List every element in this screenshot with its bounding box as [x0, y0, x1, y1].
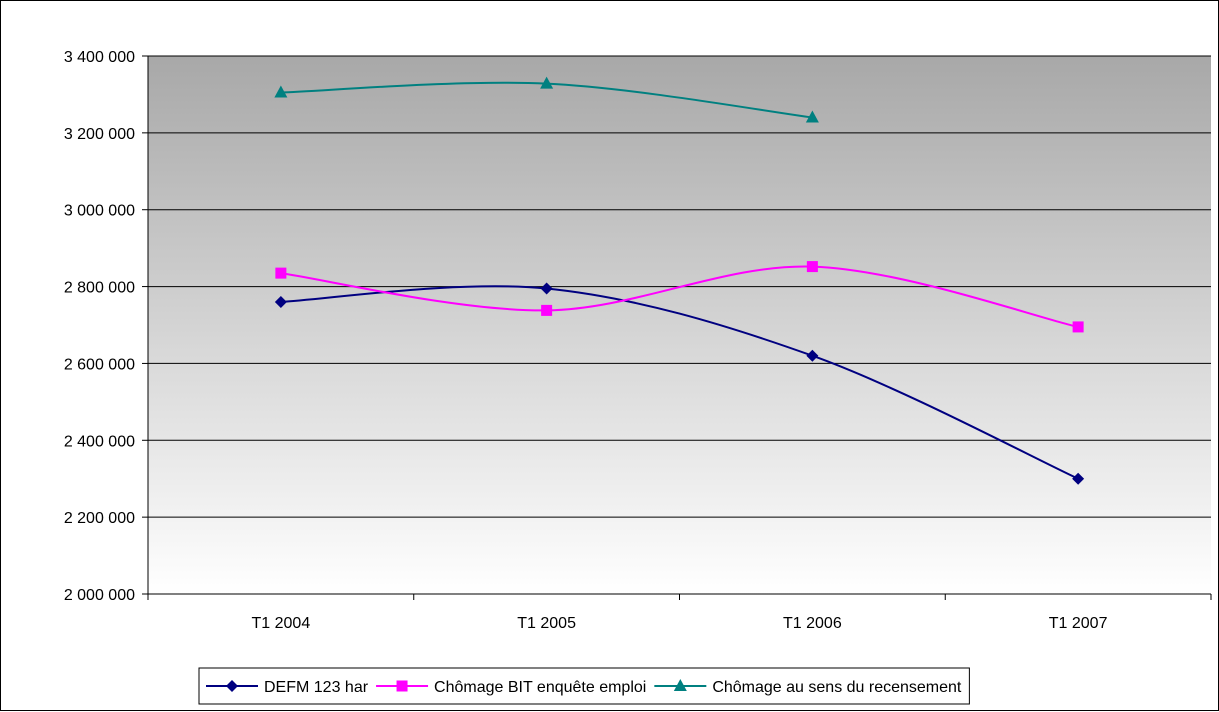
- x-tick-label: T1 2006: [783, 615, 842, 632]
- series-line-2: [280, 265, 1079, 328]
- legend-marker: [396, 680, 408, 692]
- data-point-series-1: [806, 349, 819, 362]
- y-tick-label: 3 200 000: [64, 126, 135, 143]
- y-tick-label: 3 000 000: [64, 203, 135, 220]
- axes: 2 000 000 2 200 000 2 400 000 2 600 000 2 80…: [64, 49, 1212, 632]
- y-tick-label: 2 200 000: [64, 510, 135, 527]
- data-point-series-1: [540, 282, 553, 295]
- legend-marker: [226, 680, 238, 692]
- data-point-series-3: [274, 85, 288, 98]
- x-tick-label: T1 2007: [1049, 615, 1108, 632]
- x-tick-label: T1 2004: [252, 615, 311, 632]
- legend-entry-label: Chômage au sens du recensement: [712, 679, 962, 696]
- data-point-series-3: [540, 76, 554, 89]
- y-tick-label: 3 400 000: [64, 49, 135, 66]
- plot-area: [148, 56, 1211, 594]
- y-tick-label: 2 000 000: [64, 587, 135, 604]
- data-point-series-2: [806, 261, 818, 273]
- legend-entry-label: DEFM 123 har: [264, 679, 369, 696]
- data-point-series-1: [274, 295, 287, 308]
- y-tick-label: 2 400 000: [64, 433, 135, 450]
- legend-entry-label: Chômage BIT enquête emploi: [434, 679, 646, 696]
- legend: DEFM 123 har Chômage BIT enquête emploi Ch…: [198, 667, 970, 705]
- data-point-series-3: [805, 110, 819, 123]
- series-line-1: [280, 285, 1079, 480]
- x-tick-label: T1 2005: [517, 615, 576, 632]
- data-point-series-2: [275, 267, 287, 279]
- legend-box: [198, 667, 970, 705]
- data-point-series-2: [541, 304, 553, 316]
- gridlines: [148, 55, 1211, 518]
- series-markers: [274, 76, 1085, 485]
- y-tick-label: 2 800 000: [64, 280, 135, 297]
- data-point-series-1: [1072, 472, 1085, 485]
- data-point-series-2: [1072, 321, 1084, 333]
- legend-marker: [673, 679, 687, 691]
- y-tick-label: 2 600 000: [64, 356, 135, 373]
